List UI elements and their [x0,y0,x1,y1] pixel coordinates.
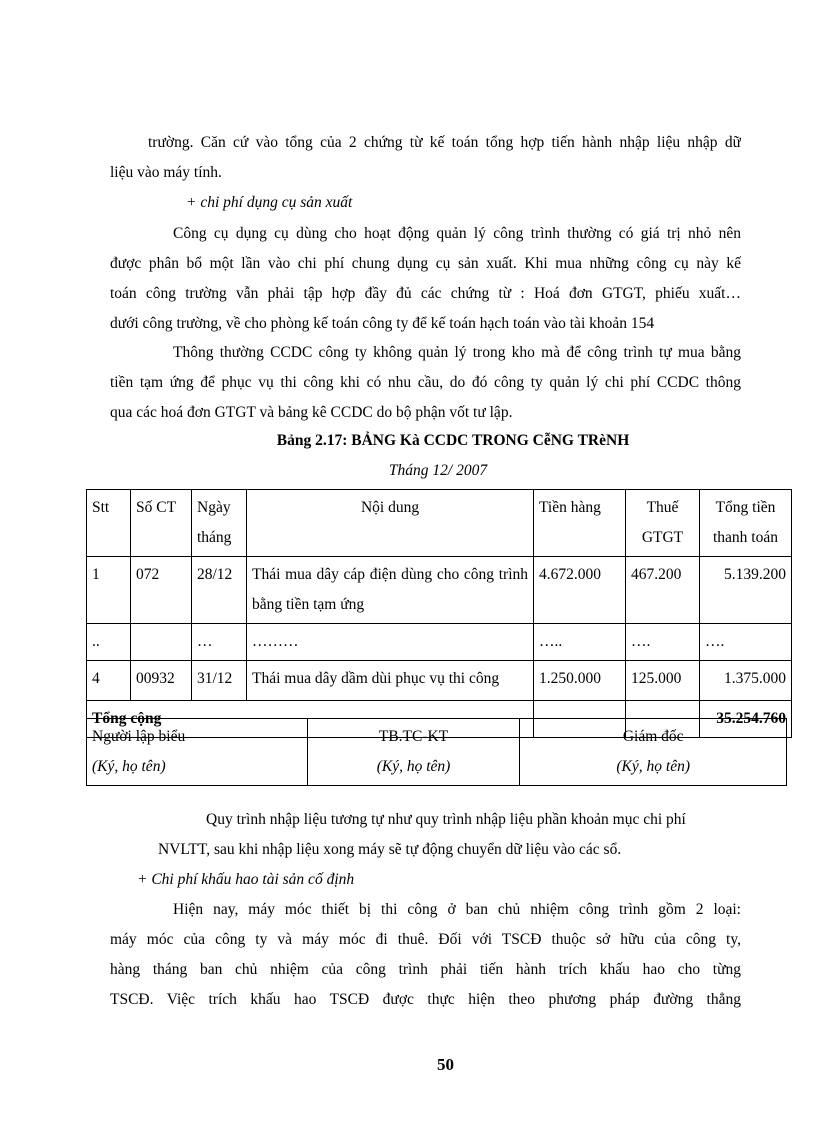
cell-tong-tien: 1.375.000 [699,660,792,701]
table-title: Bảng 2.17: BẢNG Kà CCDC TRONG CễNG TRèNH [276,432,630,449]
table-row: 1 072 28/12 Thái mua dây cáp điện dùng c… [86,556,792,624]
cell-content: Thái mua dây dầm dùi phục vụ thi công [246,660,534,701]
cell-tong-tien: …. [699,623,792,661]
paragraph-line: Thông thường CCDC công ty không quản lý … [173,344,741,361]
signature-note: (Ký, họ tên) [616,758,690,775]
table-row: 4 00932 31/12 Thái mua dây dầm dùi phục … [86,660,792,701]
table-header-row: Stt Số CT Ngày tháng Nội dung Tiền hàng T… [86,489,792,557]
paragraph-line: tiền tạm ứng để phục vụ thi công khi có … [110,374,741,391]
header-stt: Stt [86,489,131,557]
table-row: .. … ……… ….. …. …. [86,623,792,661]
signature-role: Giám đốc [622,728,684,745]
cell-tien-hang: ….. [533,623,626,661]
paragraph-line: trường. Căn cứ vào tổng của 2 chứng từ k… [148,134,741,151]
paragraph-line: máy móc của công ty và máy móc đi thuê. … [110,931,741,948]
paragraph-line: toán công trường vẫn phải tập hợp đầy đủ… [110,285,741,302]
section-heading: + Chi phí khấu hao tài sản cố định [137,871,355,888]
paragraph-line: Hiện nay, máy móc thiết bị thi công ở ba… [173,901,741,918]
table-subtitle: Tháng 12/ 2007 [388,462,488,479]
cell-thue: …. [625,623,700,661]
cell-stt: 1 [86,556,131,624]
paragraph-line: TSCĐ. Việc trích khấu hao TSCĐ được thực… [110,991,741,1008]
signature-table: Người lập biểu (Ký, họ tên) TB.TC-KT (Ký, … [86,718,787,786]
signature-row: Người lập biểu (Ký, họ tên) TB.TC-KT (Ký, … [86,718,787,786]
section-heading: + chi phí dụng cụ sản xuất [186,194,353,211]
cell-date: 31/12 [191,660,247,701]
header-ngay-thang: Ngày tháng [191,489,247,557]
cell-thue: 467.200 [625,556,700,624]
cell-content: Thái mua dây cáp điện dùng cho công trìn… [246,556,534,624]
signature-note: (Ký, họ tên) [92,758,166,775]
header-line: Tổng tiền [715,499,776,516]
paragraph-line: liệu vào máy tính. [110,164,222,181]
cell-date: 28/12 [191,556,247,624]
signature-role: TB.TC-KT [378,728,449,745]
header-line: tháng [197,529,232,546]
header-line: Ngày [197,499,231,516]
signature-director: Giám đốc (Ký, họ tên) [519,718,787,786]
cell-so-ct: 072 [130,556,192,624]
paragraph-line: hàng tháng ban chủ nhiệm của công trình … [110,961,741,978]
cell-so-ct: 00932 [130,660,192,701]
header-thue-gtgt: Thuế GTGT [625,489,700,557]
cell-content: ……… [246,623,534,661]
paragraph-line: NVLTT, sau khi nhập liệu xong máy sẽ tự … [158,841,622,858]
paragraph-line: dưới công trường, về cho phòng kế toán c… [110,315,655,332]
header-noi-dung: Nội dung [246,489,534,557]
cell-stt: 4 [86,660,131,701]
header-line: GTGT [641,529,684,546]
paragraph-line: qua các hoá đơn GTGT và bảng kê CCDC do … [110,404,513,421]
signature-role: Người lập biểu [92,728,186,745]
signature-preparer: Người lập biểu (Ký, họ tên) [86,718,308,786]
cell-stt: .. [86,623,131,661]
header-tong-tien: Tổng tiền thanh toán [699,489,792,557]
signature-chief-accountant: TB.TC-KT (Ký, họ tên) [306,718,521,786]
header-line: Thuế [646,499,679,516]
cell-thue: 125.000 [625,660,700,701]
cell-tong-tien: 5.139.200 [699,556,792,624]
cell-date: … [191,623,247,661]
page-number: 50 [437,1055,454,1074]
cell-tien-hang: 4.672.000 [533,556,626,624]
paragraph-line: Quy trình nhập liệu tương tự như quy trì… [206,811,686,828]
cell-so-ct [130,623,192,661]
cell-tien-hang: 1.250.000 [533,660,626,701]
paragraph-line: được phân bổ một lần vào chi phí chung d… [110,255,741,272]
signature-note: (Ký, họ tên) [376,758,451,775]
header-line: thanh toán [713,529,778,546]
paragraph-line: Công cụ dụng cụ dùng cho hoạt động quản … [173,225,741,242]
header-so-ct: Số CT [130,489,192,557]
header-tien-hang: Tiền hàng [533,489,626,557]
ccdc-table: Stt Số CT Ngày tháng Nội dung Tiền hàng T… [86,489,792,738]
